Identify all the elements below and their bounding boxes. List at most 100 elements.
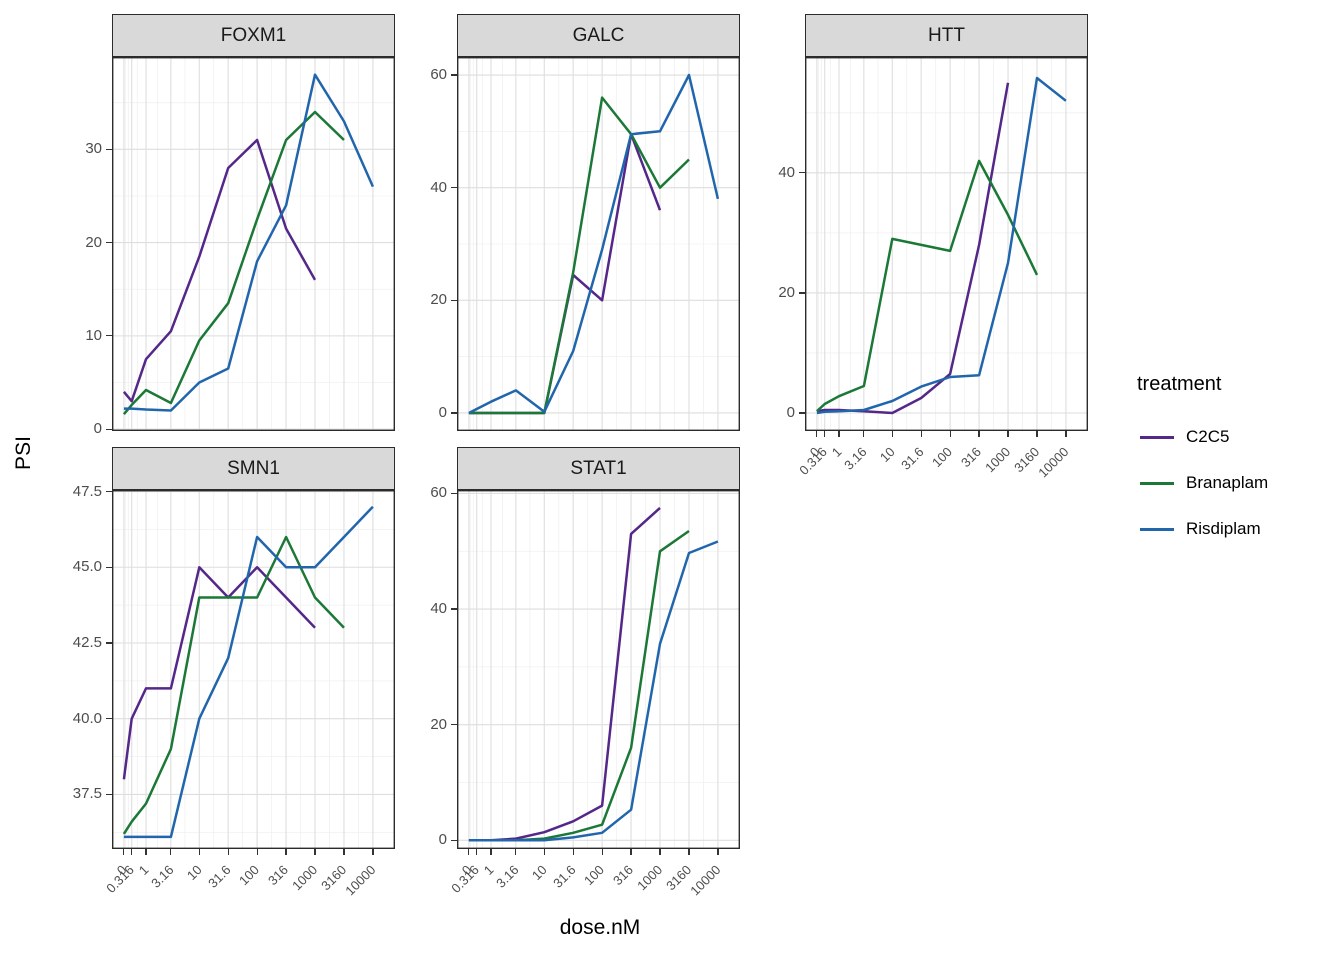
facet-strip-label: SMN1: [227, 457, 280, 479]
line-HTT-C2C5: [816, 82, 1010, 415]
x-tick-mark: [630, 849, 632, 855]
panel-HTT: [805, 57, 1088, 431]
y-tick-label: 30: [85, 140, 102, 158]
facet-strip-label: STAT1: [570, 457, 627, 479]
facet-strip-HTT: HTT: [805, 14, 1088, 57]
y-tick-mark: [106, 335, 112, 337]
y-tick-mark: [106, 793, 112, 796]
x-tick-mark: [285, 849, 287, 855]
y-tick-mark: [106, 148, 112, 150]
x-tick-mark: [468, 849, 470, 855]
facet-strip-label: FOXM1: [220, 24, 287, 46]
x-tick-mark: [920, 431, 922, 437]
y-tick-label: 0: [438, 403, 447, 421]
line-FOXM1-C2C5: [122, 138, 317, 403]
facet-strip-SMN1: SMN1: [112, 447, 395, 490]
x-tick-mark: [659, 849, 661, 855]
facet-strip-GALC: GALC: [457, 14, 740, 57]
y-tick-mark: [799, 412, 805, 414]
x-tick-label: 10000: [598, 859, 723, 898]
y-tick-mark: [106, 242, 112, 244]
x-tick-mark: [145, 849, 147, 855]
panel-STAT1: [457, 490, 740, 849]
x-tick-mark: [978, 431, 980, 437]
x-tick-mark: [572, 849, 574, 855]
legend-title: treatment: [1137, 373, 1222, 395]
y-tick-mark: [106, 718, 112, 720]
x-tick-mark: [1036, 431, 1038, 437]
y-tick-mark: [106, 566, 112, 568]
x-tick-mark: [816, 431, 818, 437]
y-tick-mark: [451, 412, 457, 414]
y-tick-mark: [799, 172, 805, 174]
x-tick-mark: [1007, 431, 1009, 437]
y-tick-mark: [451, 839, 457, 841]
y-tick-label: 40: [430, 600, 447, 618]
line-SMN1-Risdiplam: [123, 505, 374, 839]
x-tick-mark: [490, 849, 492, 855]
facet-strip-label: GALC: [572, 24, 625, 46]
x-tick-mark: [863, 431, 865, 437]
y-tick-label: 60: [430, 66, 447, 84]
x-tick-mark: [949, 431, 951, 437]
y-tick-mark: [451, 724, 457, 726]
y-tick-label: 42.5: [72, 633, 102, 651]
legend-swatch-C2C5: [1140, 435, 1174, 439]
legend-swatch-Branaplam: [1140, 481, 1174, 485]
x-tick-mark: [543, 849, 545, 855]
facet-strip-label: HTT: [928, 24, 965, 46]
x-tick-mark: [476, 849, 478, 855]
legend-label: C2C5: [1186, 427, 1230, 446]
y-tick-mark: [106, 490, 112, 493]
y-tick-label: 0: [438, 831, 447, 849]
legend-item-Risdiplam: Risdiplam: [1128, 512, 1344, 546]
x-tick-label-text: 10000: [687, 862, 724, 899]
x-tick-label-text: 10000: [1035, 444, 1072, 481]
line-STAT1-Risdiplam: [468, 540, 719, 842]
y-tick-mark: [106, 642, 112, 644]
x-tick-mark: [131, 849, 133, 855]
y-tick-mark: [799, 292, 805, 294]
y-tick-mark: [451, 74, 457, 76]
x-tick-mark: [688, 849, 690, 855]
y-tick-label: 40: [430, 178, 447, 196]
line-GALC-Branaplam: [468, 96, 690, 415]
y-tick-label: 0: [93, 420, 102, 438]
legend-swatch-Risdiplam: [1140, 527, 1174, 531]
x-tick-mark: [515, 849, 517, 855]
x-tick-mark: [256, 849, 258, 855]
facet-strip-STAT1: STAT1: [457, 447, 740, 490]
y-tick-label: 20: [778, 283, 795, 301]
x-tick-mark: [838, 431, 840, 437]
x-tick-mark: [891, 431, 893, 437]
panel-SMN1: [112, 490, 395, 849]
legend-label: Branaplam: [1186, 473, 1269, 492]
legend-item-C2C5: C2C5: [1128, 420, 1344, 454]
line-SMN1-C2C5: [122, 566, 316, 780]
facet-strip-FOXM1: FOXM1: [112, 14, 395, 57]
line-GALC-Risdiplam: [468, 73, 720, 415]
panel-FOXM1: [112, 57, 395, 431]
y-tick-mark: [451, 492, 457, 495]
x-tick-mark: [717, 849, 719, 855]
y-tick-label: 37.5: [72, 785, 102, 803]
line-HTT-Branaplam: [816, 159, 1039, 413]
x-axis-title: dose.nM: [559, 916, 641, 939]
x-tick-mark: [123, 849, 125, 855]
y-tick-label: 10: [85, 326, 102, 344]
y-tick-label: 47.5: [72, 482, 102, 500]
y-tick-mark: [451, 187, 457, 189]
y-tick-label: 20: [430, 291, 447, 309]
y-tick-label: 20: [85, 233, 102, 251]
x-tick-mark: [601, 849, 603, 855]
y-tick-label: 0: [786, 403, 795, 421]
y-tick-mark: [106, 428, 112, 430]
x-tick-mark: [314, 849, 316, 855]
line-HTT-Risdiplam: [816, 76, 1067, 415]
y-tick-mark: [451, 608, 457, 610]
x-tick-mark: [1065, 431, 1067, 437]
line-SMN1-Branaplam: [122, 535, 345, 835]
x-tick-mark: [343, 849, 345, 855]
legend-item-Branaplam: Branaplam: [1128, 466, 1344, 500]
x-tick-mark: [170, 849, 172, 855]
